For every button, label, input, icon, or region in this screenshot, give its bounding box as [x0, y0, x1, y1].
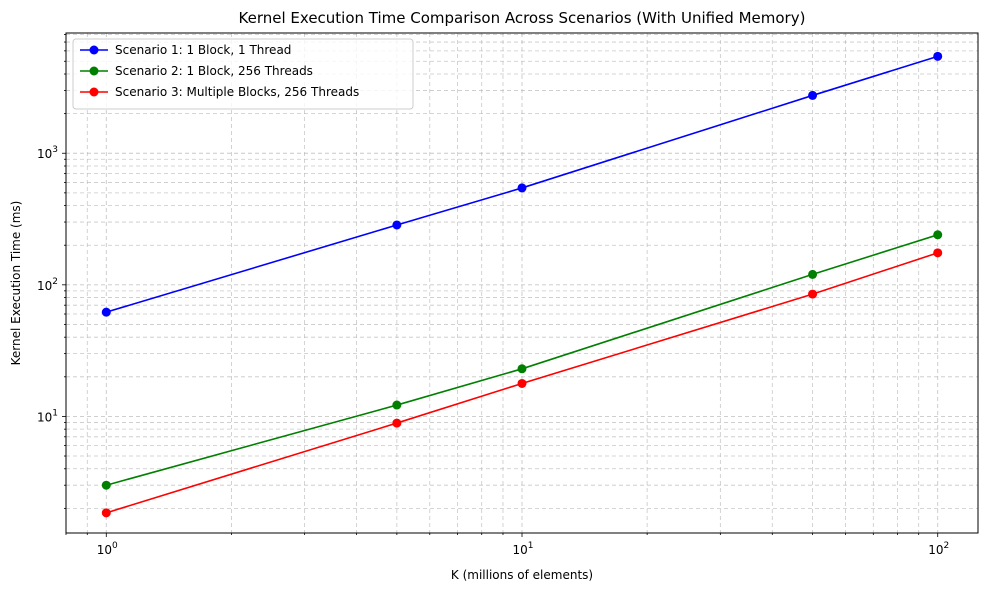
- x-tick-label: 102: [928, 541, 949, 557]
- data-point: [933, 248, 943, 258]
- legend-item-2: Scenario 2: 1 Block, 256 Threads: [80, 64, 313, 78]
- data-point: [392, 220, 402, 230]
- grid: [65, 33, 978, 533]
- chart-title: Kernel Execution Time Comparison Across …: [239, 9, 806, 27]
- y-tick-label: 103: [37, 145, 58, 161]
- legend-marker: [89, 87, 99, 97]
- y-axis-label: Kernel Execution Time (ms): [9, 201, 23, 366]
- data-point: [101, 480, 111, 490]
- series-3: [101, 248, 943, 518]
- data-point: [933, 51, 943, 61]
- x-axis-label: K (millions of elements): [451, 568, 593, 582]
- series-1: [101, 51, 943, 317]
- data-point: [392, 418, 402, 428]
- legend-box: [72, 38, 414, 110]
- data-point: [517, 378, 527, 388]
- legend-marker: [89, 45, 99, 55]
- series-2: [101, 230, 943, 490]
- legend-label: Scenario 1: 1 Block, 1 Thread: [115, 43, 291, 57]
- data-point: [808, 289, 818, 299]
- legend-label: Scenario 2: 1 Block, 256 Threads: [115, 64, 313, 78]
- data-point: [101, 508, 111, 518]
- data-point: [517, 364, 527, 374]
- y-tick-label: 101: [37, 408, 58, 424]
- y-tick-label: 102: [37, 277, 58, 293]
- data-point: [933, 230, 943, 240]
- legend-item-3: Scenario 3: Multiple Blocks, 256 Threads: [80, 85, 359, 99]
- data-point: [808, 90, 818, 100]
- legend-marker: [89, 66, 99, 76]
- data-point: [808, 269, 818, 279]
- legend-item-1: Scenario 1: 1 Block, 1 Thread: [80, 43, 291, 57]
- data-point: [101, 307, 111, 317]
- legend-label: Scenario 3: Multiple Blocks, 256 Threads: [115, 85, 359, 99]
- series-layer: [101, 51, 943, 518]
- data-point: [517, 183, 527, 193]
- ticks: 100 101 102 101 102 103: [37, 34, 949, 557]
- data-point: [392, 400, 402, 410]
- x-tick-label: 100: [97, 541, 118, 557]
- x-tick-label: 101: [512, 541, 533, 557]
- legend: Scenario 1: 1 Block, 1 Thread Scenario 2:…: [72, 38, 414, 110]
